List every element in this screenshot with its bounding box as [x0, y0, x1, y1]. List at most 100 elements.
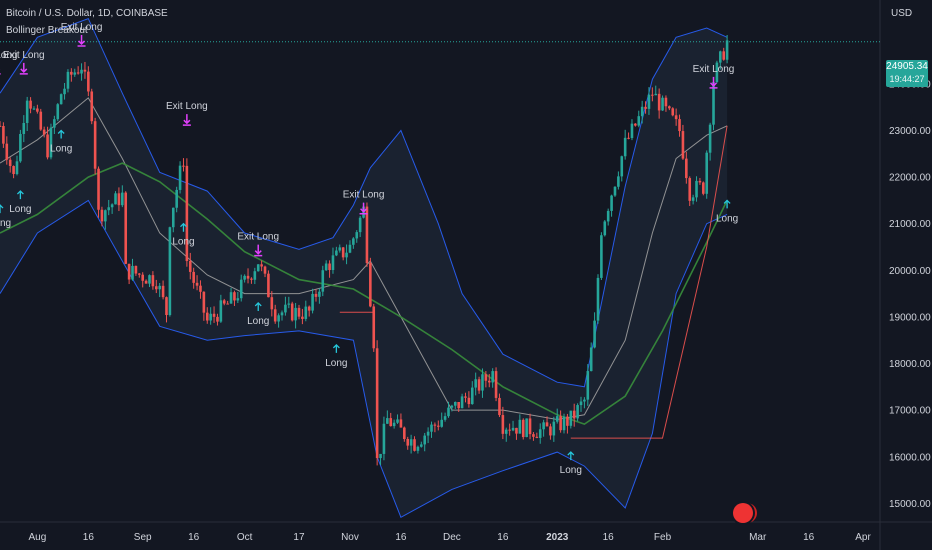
- candle-body: [25, 100, 29, 123]
- candle-body: [212, 313, 216, 317]
- candle-body: [617, 176, 620, 187]
- time-tick-label: 16: [603, 532, 615, 543]
- candle-body: [12, 166, 15, 175]
- candle-body: [175, 189, 178, 208]
- candle-body: [358, 217, 362, 233]
- candle-body: [42, 129, 46, 135]
- candle-body: [284, 304, 287, 313]
- candle-body: [637, 116, 641, 126]
- flag-icon[interactable]: [733, 503, 753, 523]
- candle-body: [430, 424, 433, 432]
- candle-body: [297, 307, 301, 317]
- candle-body: [545, 422, 549, 427]
- candle-body: [5, 143, 9, 160]
- candle-body: [481, 374, 484, 391]
- candle-body: [158, 285, 161, 290]
- candle-body: [307, 306, 311, 311]
- candle-body: [457, 402, 460, 409]
- candle-body: [32, 108, 36, 110]
- candle-body: [321, 270, 325, 292]
- candle-body: [708, 124, 712, 153]
- candle-body: [100, 209, 104, 222]
- candle-body: [559, 416, 562, 431]
- candle-body: [661, 97, 664, 111]
- candle-body: [691, 197, 695, 201]
- candle-body: [314, 293, 318, 297]
- candle-body: [222, 300, 226, 304]
- candle-body: [267, 273, 270, 298]
- candle-body: [53, 119, 56, 128]
- long-label: Long: [0, 218, 11, 229]
- candle-body: [460, 396, 464, 409]
- candle-body: [589, 347, 593, 372]
- price-tick-label: 20000.00: [889, 266, 931, 277]
- indicator-label[interactable]: Bollinger Breakout: [6, 25, 88, 36]
- candle-body: [83, 69, 87, 72]
- exit-arrow-icon: [19, 62, 28, 75]
- candle-body: [515, 427, 518, 434]
- candle-body: [511, 427, 515, 431]
- candle-body: [301, 316, 304, 319]
- time-tick-label: 2023: [546, 532, 569, 543]
- candle-body: [66, 71, 70, 89]
- exit-long-label: Exit Long: [61, 22, 103, 33]
- time-tick-label: 16: [803, 532, 815, 543]
- candle-body: [372, 306, 376, 349]
- candle-body: [216, 316, 219, 322]
- candle-body: [15, 161, 19, 175]
- candle-body: [576, 405, 579, 419]
- candle-body: [195, 282, 199, 286]
- candle-body: [552, 421, 556, 436]
- candle-body: [2, 126, 5, 144]
- candle-body: [19, 133, 22, 162]
- candle-body: [504, 429, 508, 434]
- candle-body: [440, 419, 443, 427]
- candle-body: [498, 397, 501, 416]
- symbol-title[interactable]: Bitcoin / U.S. Dollar, 1D, COINBASE: [6, 8, 168, 19]
- long-arrow-icon: [0, 204, 4, 214]
- candle-body: [664, 97, 668, 107]
- candle-body: [246, 275, 250, 279]
- exit-long-label: Exit Long: [343, 190, 385, 201]
- candle-body: [260, 264, 263, 267]
- candle-body: [29, 100, 32, 109]
- price-tick-label: 15000.00: [889, 499, 931, 510]
- candle-body: [375, 348, 379, 459]
- time-tick-label: Nov: [341, 532, 359, 543]
- exit-arrow-icon: [182, 114, 191, 126]
- candle-body: [532, 434, 535, 437]
- candle-body: [657, 93, 661, 111]
- price-tick-label: 19000.00: [889, 312, 931, 323]
- long-arrow-icon: [723, 199, 731, 209]
- candle-body: [205, 312, 209, 321]
- candle-body: [219, 300, 223, 322]
- candle-body: [243, 275, 246, 280]
- candle-body: [311, 293, 314, 311]
- candle-body: [447, 407, 450, 417]
- candle-body: [270, 297, 274, 310]
- candle-body: [233, 292, 236, 301]
- long-label: Long: [9, 204, 31, 215]
- candle-body: [562, 416, 566, 431]
- slow-ma-line: [0, 162, 728, 425]
- candle-body: [97, 168, 100, 210]
- candle-body: [46, 134, 49, 158]
- candle-body: [138, 273, 141, 275]
- basis-line: [0, 97, 728, 421]
- exit-arrow-icon: [77, 34, 86, 47]
- candle-body: [600, 235, 603, 278]
- candle-body: [182, 165, 185, 167]
- price-tick-label: 21000.00: [889, 219, 931, 230]
- time-tick-label: Mar: [749, 532, 767, 543]
- candle-body: [87, 71, 90, 92]
- candle-body: [450, 405, 454, 408]
- candle-body: [141, 274, 145, 281]
- candle-body: [399, 419, 403, 428]
- price-tick-label: 22000.00: [889, 173, 931, 184]
- candle-body: [470, 387, 474, 405]
- candle-body: [433, 424, 437, 426]
- candle-body: [528, 418, 532, 435]
- candle-body: [423, 435, 427, 445]
- candle-body: [80, 69, 83, 74]
